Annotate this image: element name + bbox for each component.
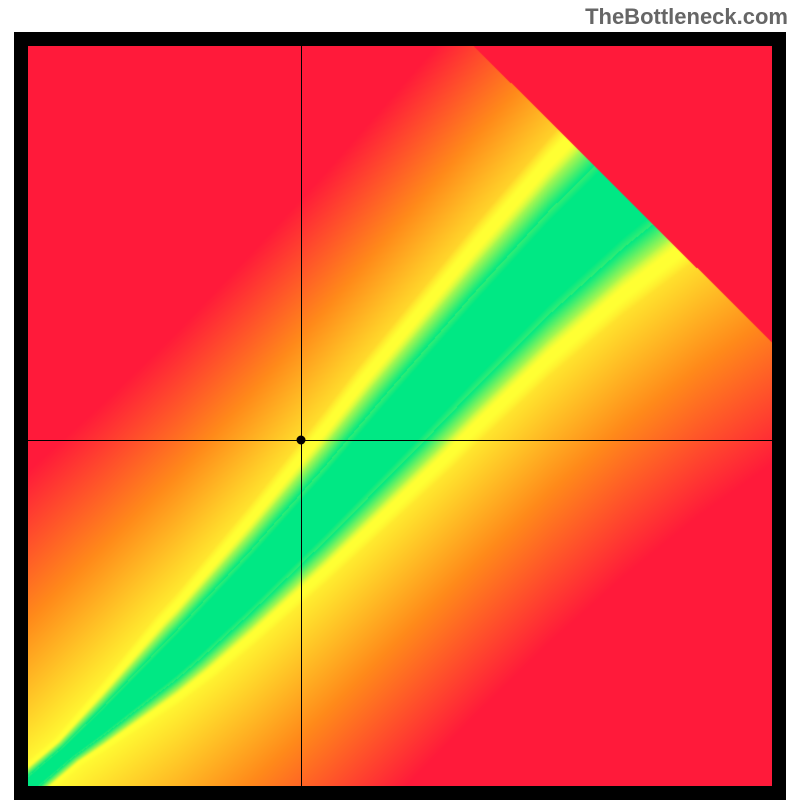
crosshair-horizontal [28,440,772,441]
crosshair-vertical [301,46,302,786]
crosshair-marker [297,436,306,445]
plot-area [28,46,772,786]
chart-container: TheBottleneck.com [0,0,800,800]
heatmap-canvas [28,46,772,786]
chart-frame [14,32,786,800]
watermark-text: TheBottleneck.com [585,4,788,30]
